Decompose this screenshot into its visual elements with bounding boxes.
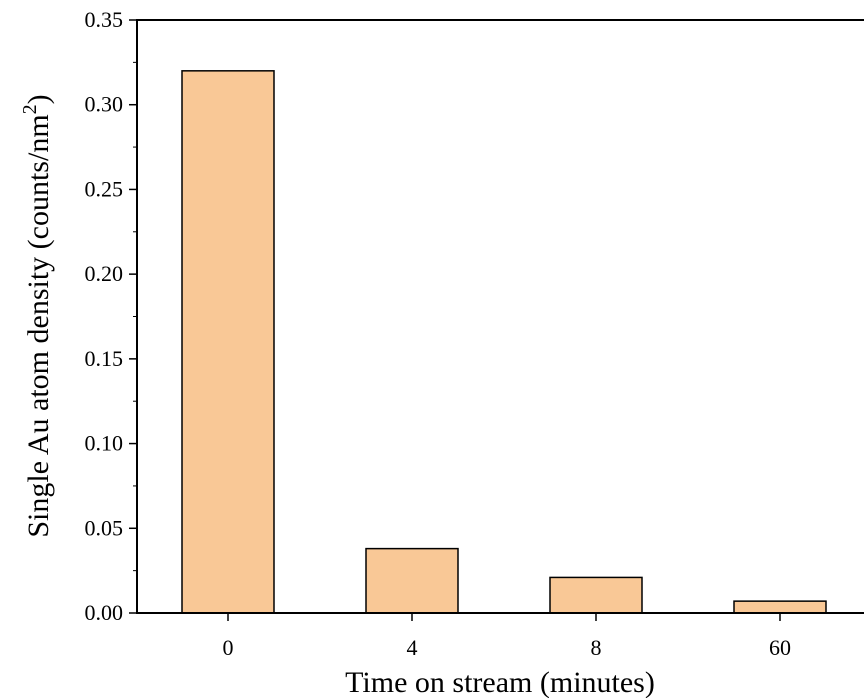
bar-60	[733, 600, 827, 614]
x-axis-title: Time on stream (minutes)	[345, 666, 655, 698]
y-tick-label: 0.00	[85, 600, 124, 625]
bars-group	[181, 70, 827, 614]
x-tick-label: 8	[591, 635, 602, 660]
x-tick-label: 4	[407, 635, 418, 660]
y-axis-title: Single Au atom density (counts/nm2)	[19, 94, 55, 537]
y-tick-label: 0.10	[85, 431, 124, 456]
bar-8	[549, 576, 643, 614]
y-tick-label: 0.25	[85, 176, 124, 201]
y-axis-title-superscript: 2	[19, 104, 41, 114]
y-tick-label: 0.15	[85, 346, 124, 371]
y-tick-label: 0.05	[85, 515, 124, 540]
y-ticks-group: 0.00 0.05 0.10 0.15 0.20 0.25 0.30 0.35	[85, 7, 137, 625]
x-tick-label: 0	[223, 635, 234, 660]
y-tick-label: 0.30	[85, 92, 124, 117]
y-tick-label: 0.35	[85, 7, 124, 32]
bar-0	[181, 70, 275, 614]
x-tick-label: 60	[769, 635, 791, 660]
bar-4	[365, 547, 459, 614]
x-ticks-group: 0 4 8 60	[223, 613, 791, 660]
y-axis-title-close: )	[22, 94, 55, 104]
y-axis-title-main: Single Au atom density (counts/nm	[22, 114, 55, 537]
y-tick-label: 0.20	[85, 261, 124, 286]
